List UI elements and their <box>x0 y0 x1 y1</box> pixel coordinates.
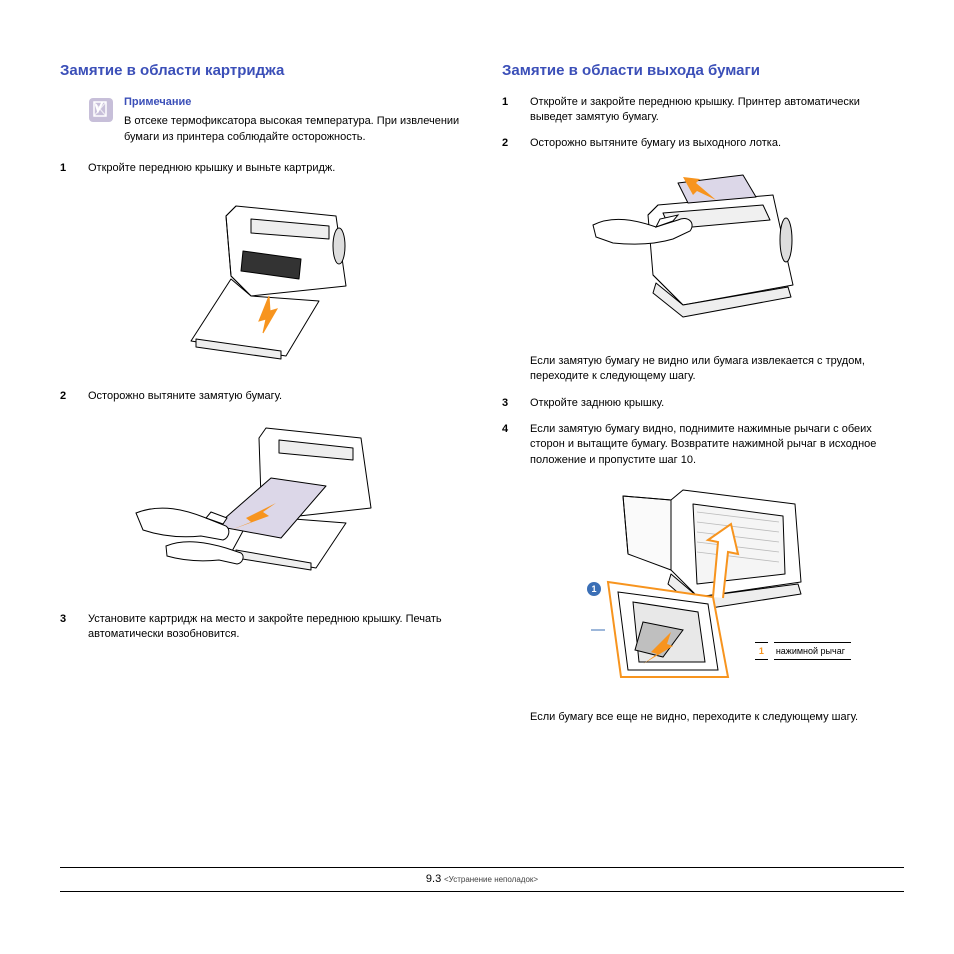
note-block: Примечание В отсеке термофиксатора высок… <box>88 95 462 145</box>
step-number: 3 <box>502 396 516 411</box>
step-number: 1 <box>502 95 516 126</box>
figure-cartridge-open <box>60 191 462 371</box>
step-number: 1 <box>60 161 74 176</box>
step-text: Если замятую бумагу видно, поднимите наж… <box>530 422 904 468</box>
step-item: 2 Осторожно вытяните бумагу из выходного… <box>502 136 904 151</box>
right-steps-1: 1 Откройте и закройте переднюю крышку. П… <box>502 95 904 151</box>
step-text: Откройте переднюю крышку и выньте картри… <box>88 161 462 176</box>
end-paragraph: Если бумагу все еще не видно, переходите… <box>530 710 904 725</box>
step-item: 3 Установите картридж на место и закройт… <box>60 612 462 643</box>
step-item: 2 Осторожно вытяните замятую бумагу. <box>60 389 462 404</box>
callout-number: 1 <box>755 642 768 661</box>
step-item: 3 Откройте заднюю крышку. <box>502 396 904 411</box>
left-steps-2: 2 Осторожно вытяните замятую бумагу. <box>60 389 462 404</box>
page-number: 9.3 <box>426 873 441 885</box>
right-column: Замятие в области выхода бумаги 1 Открой… <box>502 60 904 738</box>
page-footer: 9.3 <Устранение неполадок> <box>60 867 904 892</box>
left-steps: 1 Откройте переднюю крышку и выньте карт… <box>60 161 462 176</box>
step-item: 1 Откройте переднюю крышку и выньте карт… <box>60 161 462 176</box>
step-text: Откройте заднюю крышку. <box>530 396 904 411</box>
left-heading: Замятие в области картриджа <box>60 60 462 81</box>
note-body: В отсеке термофиксатора высокая температ… <box>124 114 462 145</box>
step-number: 3 <box>60 612 74 643</box>
left-steps-3: 3 Установите картридж на место и закройт… <box>60 612 462 643</box>
note-content: Примечание В отсеке термофиксатора высок… <box>124 95 462 145</box>
right-heading: Замятие в области выхода бумаги <box>502 60 904 81</box>
step-text: Установите картридж на место и закройте … <box>88 612 462 643</box>
figure-rear-cover: 1 1 нажимной рычаг <box>502 482 904 692</box>
left-column: Замятие в области картриджа Примечание В… <box>60 60 462 738</box>
step-number: 4 <box>502 422 516 468</box>
right-steps-2: 3 Откройте заднюю крышку. 4 Если замятую… <box>502 396 904 468</box>
mid-paragraph: Если замятую бумагу не видно или бумага … <box>530 354 904 385</box>
note-icon <box>88 97 114 123</box>
step-text: Осторожно вытяните бумагу из выходного л… <box>530 136 904 151</box>
page-content: Замятие в области картриджа Примечание В… <box>0 0 954 738</box>
note-title: Примечание <box>124 95 462 110</box>
step-text: Откройте и закройте переднюю крышку. При… <box>530 95 904 126</box>
callout-label: 1 нажимной рычаг <box>755 642 851 661</box>
section-name: <Устранение неполадок> <box>444 875 538 884</box>
step-item: 4 Если замятую бумагу видно, поднимите н… <box>502 422 904 468</box>
step-number: 2 <box>60 389 74 404</box>
figure-output-tray <box>502 165 904 335</box>
step-item: 1 Откройте и закройте переднюю крышку. П… <box>502 95 904 126</box>
figure-pull-paper <box>60 418 462 593</box>
callout-text: нажимной рычаг <box>774 642 851 661</box>
step-number: 2 <box>502 136 516 151</box>
step-text: Осторожно вытяните замятую бумагу. <box>88 389 462 404</box>
